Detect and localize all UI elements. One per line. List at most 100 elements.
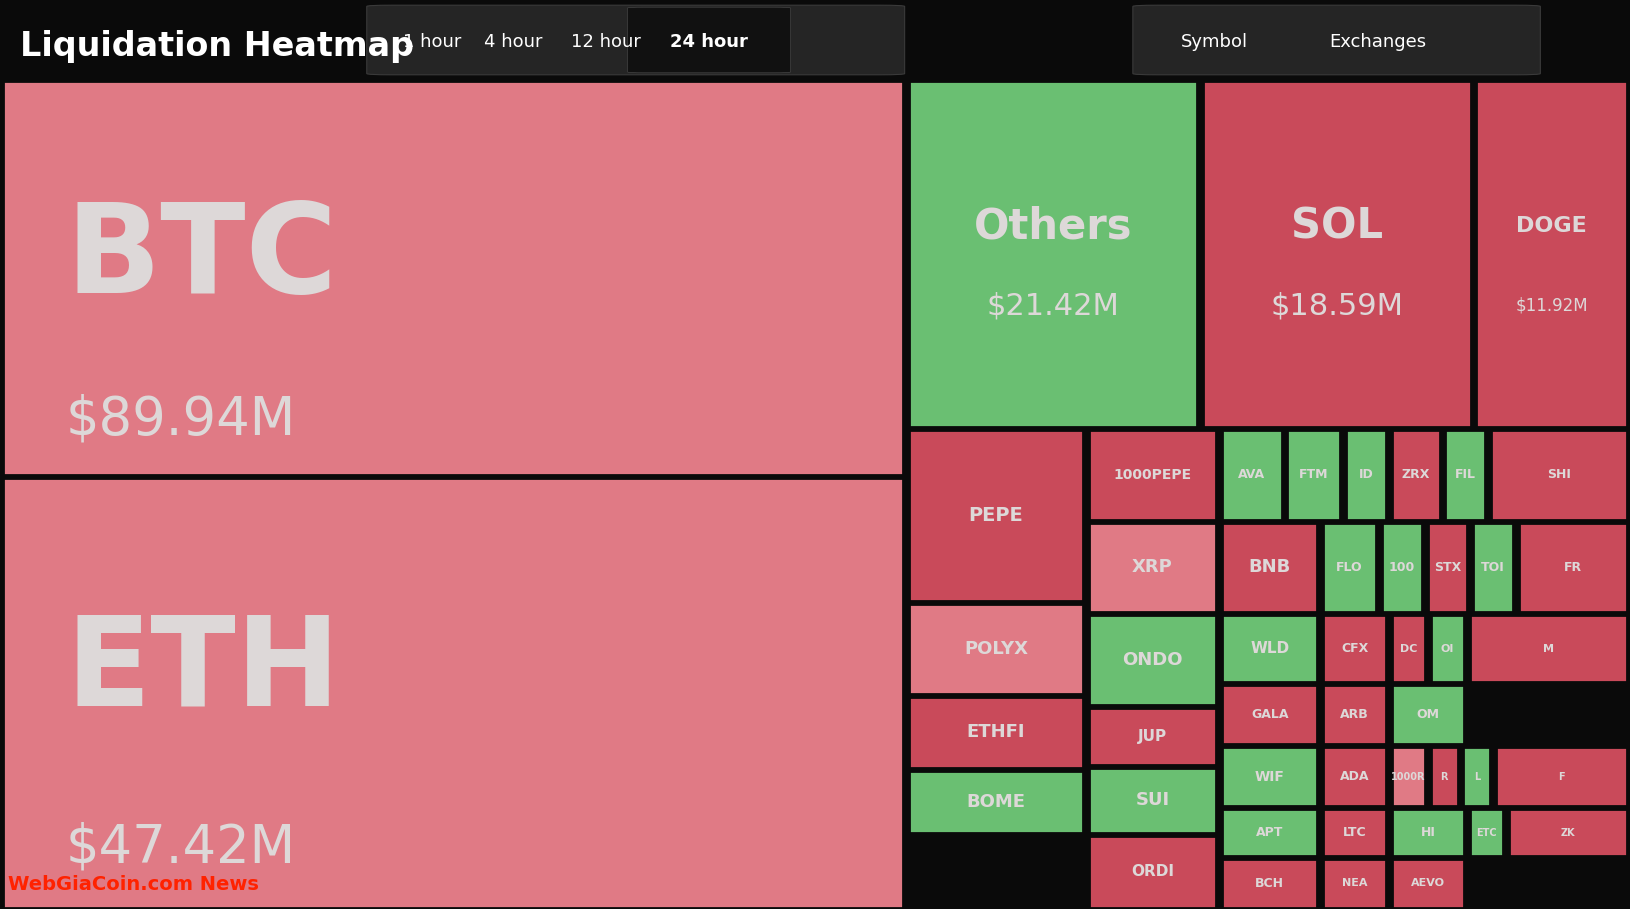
Text: XRP: XRP [1133,558,1174,576]
Text: POLYX: POLYX [963,640,1029,658]
Bar [1222,430,1281,520]
Text: STX: STX [1434,561,1460,574]
Text: SOL: SOL [1291,205,1382,247]
Text: SUI: SUI [1136,792,1169,809]
Bar [1392,615,1425,682]
Text: GALA: GALA [1250,708,1289,721]
Bar [1222,809,1317,856]
Bar [1089,615,1216,705]
Bar [3,478,903,907]
Text: DOGE: DOGE [1516,216,1588,236]
Bar [1446,430,1485,520]
Text: $21.42M: $21.42M [986,292,1120,320]
Bar [910,696,1082,768]
Text: APT: APT [1257,826,1283,839]
Bar [910,82,1196,426]
Text: ZK: ZK [1562,828,1575,838]
Text: 1000PEPE: 1000PEPE [1113,467,1192,482]
Text: ZRX: ZRX [1402,468,1430,481]
Text: F: F [1558,772,1565,782]
Text: $47.42M: $47.42M [65,822,297,874]
Text: Others: Others [973,205,1133,247]
Text: FLO: FLO [1337,561,1363,574]
Text: 100: 100 [1389,561,1415,574]
FancyBboxPatch shape [628,7,791,73]
Bar [1324,615,1386,682]
Bar [1392,809,1464,856]
Text: LTC: LTC [1343,826,1366,839]
Bar [1222,747,1317,806]
Text: FIL: FIL [1456,468,1475,481]
Bar [1222,615,1317,682]
Text: ETHFI: ETHFI [967,724,1025,742]
Bar [1519,523,1627,613]
Text: WebGiaCoin.com News: WebGiaCoin.com News [8,875,259,894]
Bar [1491,430,1627,520]
Bar [1222,859,1317,907]
Bar [1089,523,1216,613]
Text: $18.59M: $18.59M [1270,292,1403,320]
Text: FTM: FTM [1299,468,1328,481]
Text: BTC: BTC [65,198,337,319]
Text: ETC: ETC [1477,828,1496,838]
Text: 1000R: 1000R [1390,772,1426,782]
Text: CFX: CFX [1341,642,1368,655]
Bar [1324,747,1386,806]
Text: 24 hour: 24 hour [670,33,748,51]
Bar [1324,523,1376,613]
Bar [1509,809,1627,856]
Text: L: L [1474,772,1480,782]
Bar [1392,747,1425,806]
Text: M: M [1544,644,1553,654]
Bar [1203,82,1470,426]
Bar [1324,859,1386,907]
Bar [1474,523,1513,613]
Text: SHI: SHI [1547,468,1571,481]
Text: $11.92M: $11.92M [1516,297,1588,315]
Text: WIF: WIF [1255,770,1284,784]
Text: ID: ID [1358,468,1374,481]
Text: R: R [1441,772,1447,782]
Text: Symbol: Symbol [1180,33,1249,51]
Text: ARB: ARB [1340,708,1369,721]
Bar [1392,859,1464,907]
Text: $89.94M: $89.94M [65,394,297,445]
Text: Exchanges: Exchanges [1328,33,1426,51]
Bar [1089,430,1216,520]
Bar [1324,685,1386,744]
Bar [1089,768,1216,833]
Bar [1431,747,1457,806]
Text: AEVO: AEVO [1412,878,1444,888]
Text: 4 hour: 4 hour [484,33,543,51]
Text: WLD: WLD [1250,641,1289,656]
Bar [1428,523,1467,613]
Text: ETH: ETH [65,611,341,732]
Bar [1288,430,1340,520]
FancyBboxPatch shape [367,5,905,75]
Text: PEPE: PEPE [968,505,1024,524]
Bar [1089,836,1216,907]
Bar [1477,82,1627,426]
Text: HI: HI [1420,826,1436,839]
Bar [1464,747,1490,806]
Text: TOI: TOI [1482,561,1504,574]
Bar [1470,809,1503,856]
Bar [1470,615,1627,682]
Text: OI: OI [1441,644,1454,654]
Bar [1324,809,1386,856]
Text: 1 hour: 1 hour [403,33,461,51]
Bar [1089,708,1216,764]
Text: BCH: BCH [1255,877,1284,890]
Bar [1222,685,1317,744]
Text: ONDO: ONDO [1121,651,1183,669]
Text: DC: DC [1400,644,1416,654]
Bar [3,82,903,474]
Bar [1392,685,1464,744]
Bar [1346,430,1386,520]
Text: 12 hour: 12 hour [572,33,641,51]
Bar [1222,523,1317,613]
Text: ORDI: ORDI [1131,864,1174,879]
Text: NEA: NEA [1341,878,1368,888]
Bar [910,430,1082,601]
Text: Liquidation Heatmap: Liquidation Heatmap [20,30,414,63]
